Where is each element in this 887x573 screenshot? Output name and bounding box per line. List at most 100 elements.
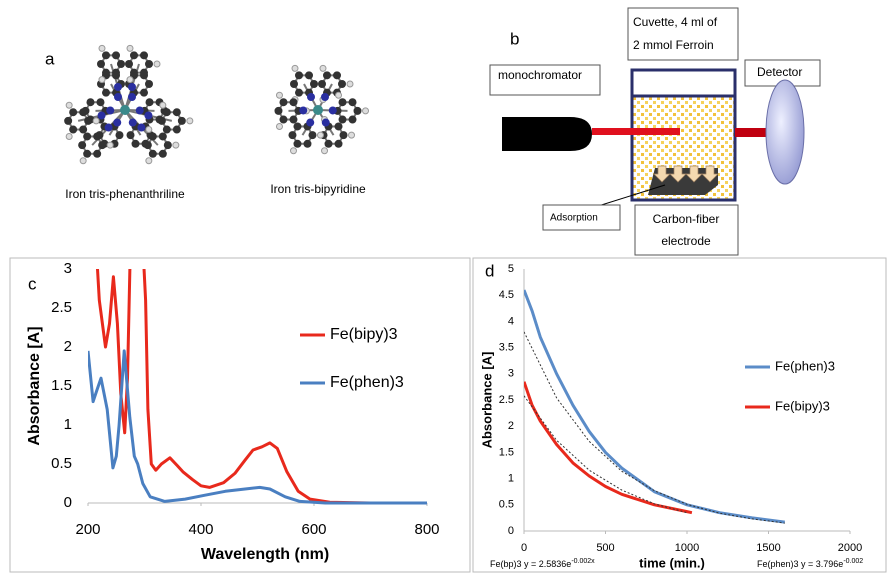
hydrogen (362, 107, 370, 115)
atoms (64, 44, 194, 165)
x-tick-label: 1000 (675, 542, 699, 554)
atom (172, 108, 181, 117)
atom (140, 68, 148, 77)
hydrogen (321, 147, 329, 155)
y-tick-label: 4.5 (499, 289, 514, 301)
plot-area (88, 269, 427, 505)
atom (83, 132, 92, 141)
atom (112, 68, 120, 77)
x-tick-label: 200 (75, 521, 100, 538)
series-line (88, 349, 427, 505)
electrode-label: electrode (661, 234, 711, 248)
atom (290, 80, 298, 88)
x-tick-label: 400 (188, 521, 213, 538)
chart: d 0 0.5 1 1.5 2 2.5 3 3.5 4 4.5 5 0 500 1000 1500 2000 ti… (479, 261, 863, 570)
nitrogen (97, 111, 106, 120)
atom (338, 80, 346, 88)
hydrogen (159, 101, 167, 109)
molecules (64, 44, 370, 165)
x-axis-title: Wavelength (nm) (201, 546, 329, 563)
nitrogen (135, 106, 144, 115)
atom (115, 131, 124, 140)
atom (131, 139, 140, 148)
atom (172, 125, 181, 134)
nitrogen (114, 83, 122, 91)
x-tick-label: 1500 (756, 542, 780, 554)
y-tick-label: 0 (64, 494, 72, 511)
hydrogen (275, 122, 283, 130)
x-tick-label: 2000 (838, 542, 862, 554)
atom (339, 131, 348, 140)
adsorption-label: Adsorption (550, 213, 598, 224)
atom (274, 106, 283, 115)
atom (112, 51, 120, 60)
atom (130, 51, 138, 60)
source-label: monochromator (498, 68, 582, 82)
hydrogen (289, 147, 297, 155)
atom (334, 122, 343, 131)
series-line (524, 289, 785, 524)
atom (305, 71, 313, 80)
atom (289, 115, 298, 124)
y-tick-label: 3.5 (499, 342, 514, 354)
atom (295, 88, 303, 97)
atom (125, 60, 133, 68)
atom (348, 115, 357, 124)
nitrogen (104, 123, 113, 132)
fit-line (524, 395, 688, 514)
y-tick-label: 2 (64, 338, 72, 355)
nitrogen (113, 118, 122, 127)
atom (338, 115, 347, 124)
legend-label: Fe(bipy)3 (775, 398, 830, 413)
hydrogen (65, 132, 73, 140)
nitrogen (299, 106, 308, 115)
molecule-name: Iron tris-phenanthriline (65, 187, 185, 201)
panel-label: a (45, 49, 55, 68)
atom (96, 98, 105, 107)
hydrogen (346, 80, 354, 88)
hydrogen (92, 117, 100, 125)
fit-equation: Fe(phen)3 y = 3.796e-0.002 (757, 558, 863, 570)
fit-line (524, 331, 785, 524)
atom (145, 60, 153, 68)
cuvette-label: 2 mmol Ferroin (633, 38, 714, 52)
atom (279, 98, 288, 107)
atom (145, 80, 153, 88)
panel-label: d (485, 261, 494, 280)
nitrogen (307, 93, 315, 101)
adsorption-arrows (653, 165, 719, 183)
hydrogen (106, 141, 114, 149)
equation-text: Fe(phen)3 y = 3.796e (757, 559, 843, 569)
atom (84, 116, 93, 125)
hydrogen (291, 64, 299, 72)
panel-frame (472, 257, 887, 573)
label-box (634, 204, 739, 256)
y-tick-label: 2.5 (499, 394, 514, 406)
atom (295, 71, 303, 80)
series-line (95, 269, 427, 505)
y-tick-label: 1.5 (499, 446, 514, 458)
iron (313, 105, 323, 115)
hydrogen (275, 91, 283, 99)
atom (93, 149, 102, 158)
panel-label: b (510, 29, 519, 48)
nitrogen (144, 111, 153, 120)
chart: c 0 0.5 1 1.5 2 2.5 3 200 400 600 800 Wavelength (nm… (26, 260, 439, 563)
plot-area (524, 289, 785, 524)
atoms (274, 64, 370, 155)
hydrogen (79, 157, 87, 165)
beam (592, 128, 680, 135)
molecule-name: Iron tris-bipyridine (270, 182, 366, 196)
y-axis-title: Absorbance [A] (479, 352, 494, 449)
nitrogen (128, 93, 136, 101)
atom (293, 122, 302, 131)
hydrogen (153, 60, 161, 68)
fit-equation: Fe(bp)3 y = 2.5836e-0.002x (490, 558, 595, 570)
atom (148, 132, 157, 141)
cuvette-label: Cuvette, 4 ml of (633, 15, 718, 29)
hydrogen (145, 126, 153, 134)
nitrogen (306, 118, 315, 127)
hydrogen (126, 76, 134, 84)
atom (97, 60, 105, 68)
